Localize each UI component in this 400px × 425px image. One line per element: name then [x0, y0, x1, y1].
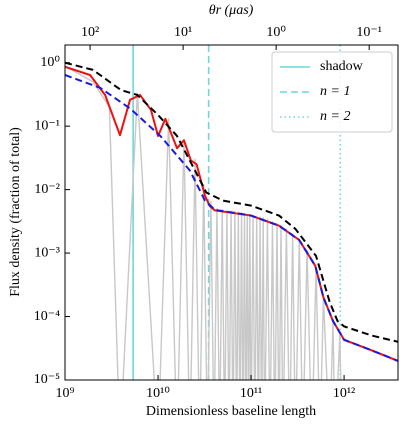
- plot-area: [65, 45, 398, 380]
- series-line: [65, 74, 398, 362]
- x2-tick-label: 10¹: [174, 25, 192, 40]
- x2-tick-label: 10⁰: [266, 25, 286, 40]
- axes-frame: [64, 44, 399, 381]
- x-axis-label: Dimensionless baseline length: [146, 404, 316, 419]
- x-tick-label: 10⁹: [56, 386, 75, 401]
- x-tick-label: 10¹²: [333, 386, 355, 401]
- legend-label: n = 2: [320, 109, 350, 124]
- y-tick-label: 10⁻¹: [34, 118, 60, 133]
- series-line: [65, 65, 342, 380]
- y-tick-label: 10⁻⁴: [34, 309, 60, 324]
- y-tick-label: 10⁻⁵: [34, 372, 60, 387]
- x-tick-label: 10¹⁰: [146, 386, 170, 401]
- y-axis-label: Flux density (fraction of total): [8, 127, 23, 297]
- legend-label: shadow: [320, 59, 364, 74]
- legend-label: n = 1: [320, 84, 350, 99]
- series-line: [65, 61, 398, 343]
- legend-box: [271, 51, 393, 133]
- x2-tick-label: 10⁻¹: [356, 25, 382, 40]
- y-tick-label: 10⁰: [40, 55, 60, 70]
- x-tick-label: 10¹¹: [240, 386, 262, 401]
- y-tick-label: 10⁻²: [34, 182, 60, 197]
- x2-tick-label: 10²: [81, 25, 99, 40]
- series-line: [65, 65, 398, 362]
- y-tick-label: 10⁻³: [34, 245, 60, 260]
- x2-axis-label: θr (μas): [209, 3, 254, 18]
